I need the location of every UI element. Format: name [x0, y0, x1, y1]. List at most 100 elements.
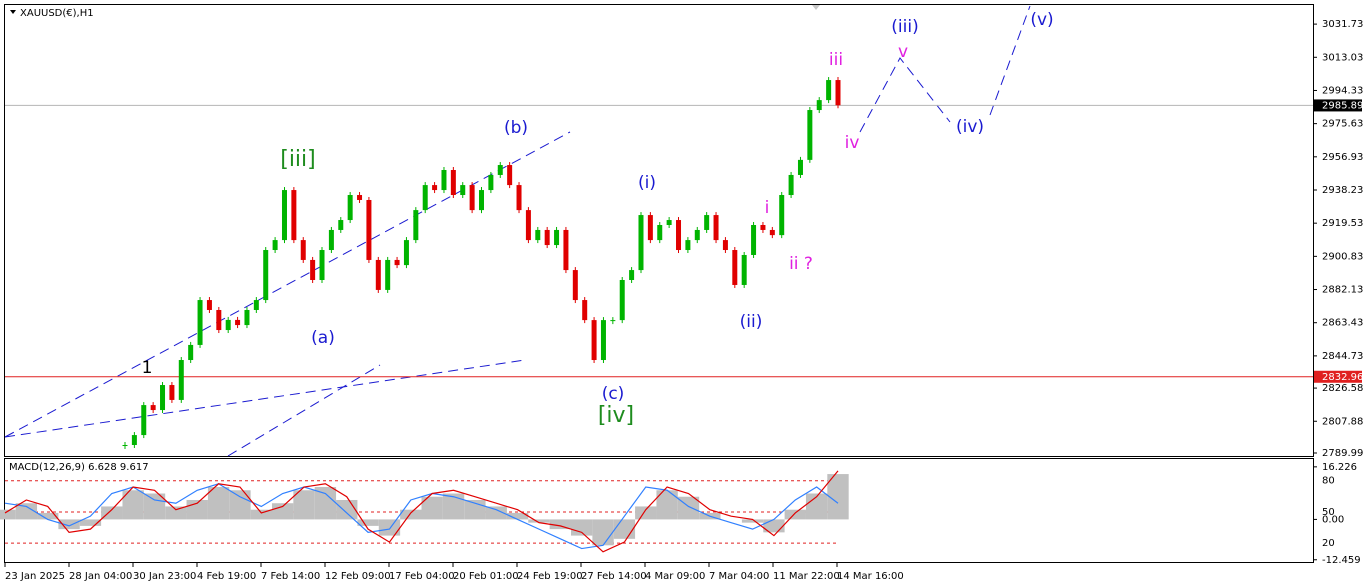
macd-bar [207, 487, 230, 520]
candle [235, 319, 241, 326]
wave-label: [iii] [280, 147, 316, 172]
macd-bar [79, 519, 102, 526]
y-tick-label: 0.00 [1322, 514, 1344, 525]
wave-label: (iii) [891, 17, 918, 37]
macd-bar [165, 506, 187, 520]
candle [638, 215, 644, 271]
macd-bar [805, 493, 828, 520]
x-tick-label: 7 Mar 04:00 [709, 571, 769, 582]
macd-title: MACD(12,26,9) 6.628 9.617 [9, 462, 149, 473]
x-tick-label: 14 Mar 16:00 [837, 571, 904, 582]
wave-label: ii ? [789, 254, 813, 274]
candle [760, 225, 766, 230]
candle [751, 225, 757, 255]
candle [779, 195, 785, 236]
candle [647, 215, 653, 241]
candle [188, 344, 194, 361]
macd-bar [784, 509, 806, 520]
macd-bar [101, 506, 123, 520]
candle [591, 320, 597, 361]
chart-title: XAUUSD(€),H1 [20, 8, 94, 19]
candle [619, 280, 625, 321]
trend-lines [4, 5, 1031, 457]
candle [160, 385, 166, 411]
macd-bar [229, 490, 251, 520]
candle [244, 309, 250, 326]
candle [826, 80, 832, 101]
candle [704, 215, 710, 230]
macd-bar [336, 499, 358, 520]
candle [178, 360, 184, 400]
wave-label: v [898, 42, 908, 62]
wave-label: i [765, 198, 770, 218]
candle [347, 195, 353, 221]
trend-line [227, 364, 381, 457]
macd-bar [122, 490, 144, 520]
y-tick-label: 2919.53 [1322, 218, 1363, 229]
macd-bar [827, 474, 849, 520]
candle [225, 319, 231, 331]
candle [385, 259, 391, 290]
candle [741, 254, 747, 285]
macd-bar [143, 493, 166, 520]
wave-label: (i) [638, 173, 656, 193]
macd-bar [314, 487, 337, 520]
candle [122, 445, 128, 446]
macd-bar [400, 509, 422, 520]
candle [629, 270, 635, 280]
x-tick-label: 28 Jan 04:00 [69, 571, 132, 582]
candle [497, 165, 503, 175]
macd-bar [506, 512, 529, 520]
candle [525, 210, 531, 241]
projection-line [859, 57, 951, 133]
price-frame [4, 4, 1314, 457]
candle [441, 170, 447, 191]
projection-line [989, 5, 1031, 116]
y-tick-label: -12.459 [1322, 555, 1361, 566]
candle [469, 185, 475, 211]
menu-arrow [10, 10, 16, 14]
candle [769, 229, 775, 236]
candle [319, 250, 325, 280]
candle [685, 240, 691, 251]
candle [281, 190, 287, 241]
candle [582, 300, 588, 321]
candle [300, 240, 306, 260]
candle [328, 229, 334, 251]
candle [413, 210, 419, 241]
wave-label: (ii) [740, 312, 763, 332]
x-tick-label: 4 Feb 19:00 [197, 571, 256, 582]
macd-bar [37, 512, 59, 520]
candle [507, 165, 513, 186]
wave-label: [iv] [598, 403, 634, 428]
x-tick-label: 24 Feb 19:00 [517, 571, 583, 582]
macd-bar [0, 509, 16, 520]
x-tick-label: 30 Jan 23:00 [133, 571, 196, 582]
candle [788, 174, 794, 196]
price-label-box [1314, 99, 1362, 112]
candle [216, 309, 222, 331]
candle [141, 405, 147, 436]
candle [450, 170, 456, 196]
candle [394, 259, 400, 266]
macd-bar [741, 519, 764, 523]
macd-bar [592, 519, 614, 546]
y-tick-label: 2938.23 [1322, 185, 1363, 196]
candle [610, 320, 616, 322]
wave-label: iii [829, 50, 843, 70]
candle [535, 229, 541, 241]
candle [375, 259, 381, 290]
y-tick-label: 2807.88 [1322, 416, 1363, 427]
candle [403, 240, 409, 266]
x-tick-label: 23 Jan 2025 [5, 571, 65, 582]
y-tick-label: 2826.58 [1322, 383, 1363, 394]
candle [807, 110, 813, 160]
macd-bar [485, 506, 507, 520]
macd-bar [571, 519, 593, 536]
y2-tick-label: 50 [1322, 507, 1335, 518]
y-tick-label: 2994.33 [1322, 85, 1363, 96]
y-tick-label: 2975.63 [1322, 119, 1363, 130]
macd-line [4, 483, 839, 550]
x-tick-label: 7 Feb 14:00 [261, 571, 320, 582]
candle [600, 320, 606, 361]
